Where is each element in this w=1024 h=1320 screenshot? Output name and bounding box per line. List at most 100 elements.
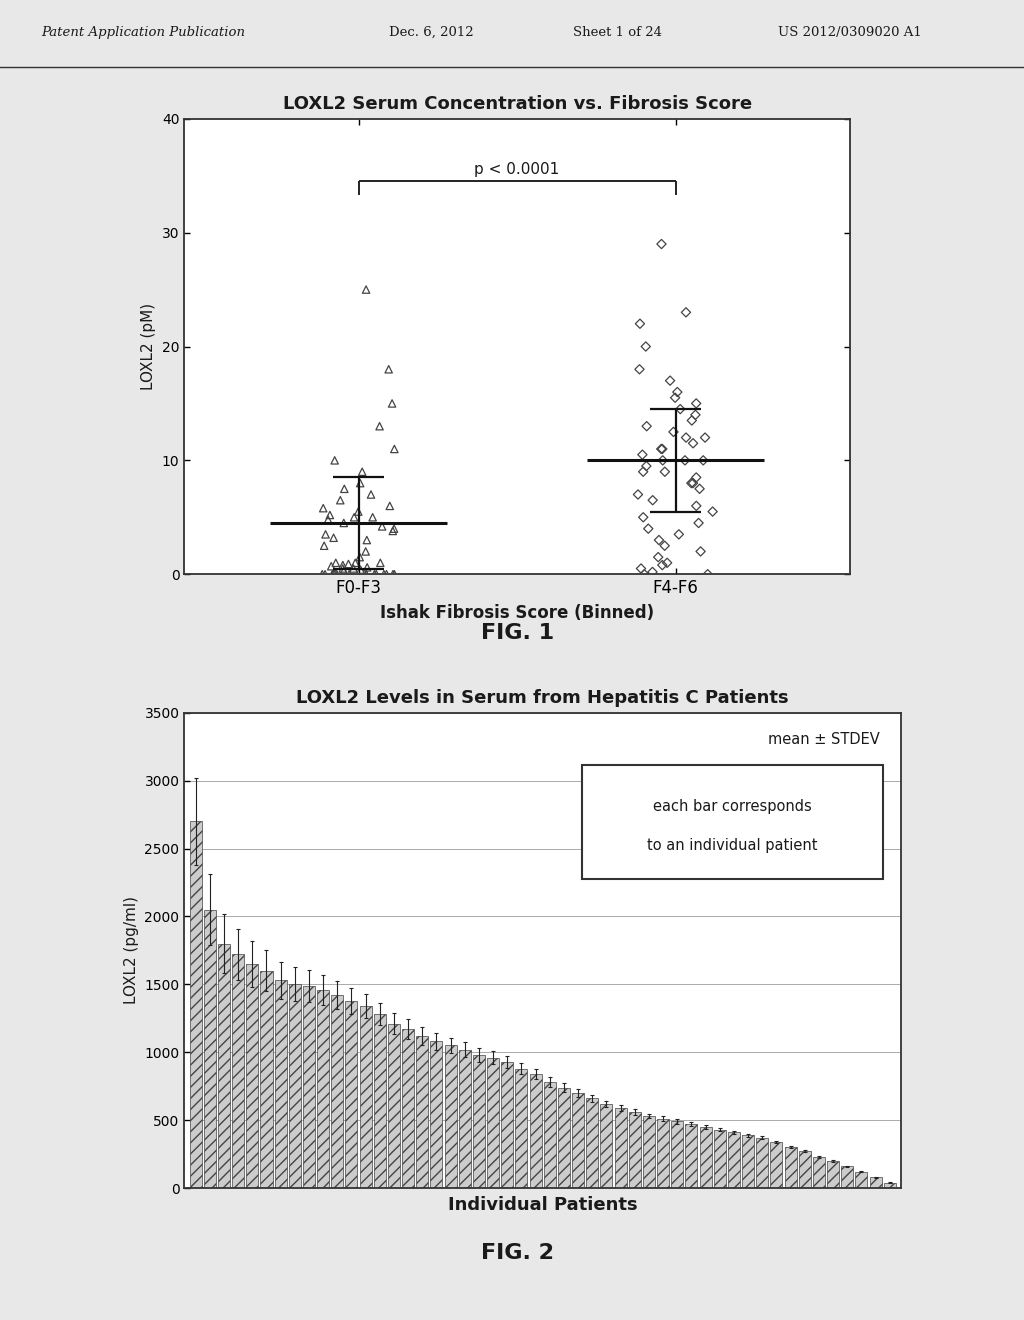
- Bar: [757, 1138, 768, 1188]
- Point: [653, 438, 670, 459]
- Bar: [672, 1122, 683, 1188]
- Bar: [289, 985, 301, 1188]
- Text: Dec. 6, 2012: Dec. 6, 2012: [389, 26, 474, 40]
- Point: [358, 564, 375, 585]
- Point: [644, 561, 660, 582]
- Bar: [218, 944, 230, 1188]
- Bar: [345, 1001, 357, 1188]
- Text: to an individual patient: to an individual patient: [647, 838, 818, 853]
- Bar: [699, 1127, 712, 1188]
- Bar: [629, 1111, 641, 1188]
- Point: [316, 535, 333, 556]
- Point: [692, 541, 709, 562]
- Point: [695, 450, 712, 471]
- Point: [636, 564, 652, 585]
- Bar: [657, 1119, 669, 1188]
- Bar: [813, 1156, 825, 1188]
- Point: [653, 234, 670, 255]
- Point: [336, 560, 352, 581]
- Bar: [529, 1074, 542, 1188]
- Point: [705, 502, 721, 523]
- Point: [368, 564, 384, 585]
- Bar: [317, 990, 329, 1188]
- Point: [329, 564, 345, 585]
- Bar: [374, 1014, 386, 1188]
- Bar: [473, 1055, 485, 1188]
- Text: Sheet 1 of 24: Sheet 1 of 24: [573, 26, 663, 40]
- Bar: [204, 909, 216, 1188]
- Point: [327, 561, 343, 582]
- Bar: [784, 1147, 797, 1188]
- Point: [376, 564, 392, 585]
- Bar: [600, 1104, 612, 1188]
- Point: [658, 552, 675, 573]
- Point: [314, 564, 331, 585]
- Bar: [842, 1167, 853, 1188]
- Point: [382, 495, 398, 516]
- Bar: [544, 1082, 556, 1188]
- Text: FIG. 2: FIG. 2: [480, 1243, 554, 1263]
- Point: [358, 564, 375, 585]
- Bar: [430, 1041, 442, 1188]
- Bar: [459, 1049, 471, 1188]
- Point: [690, 512, 707, 533]
- Point: [635, 461, 651, 482]
- Point: [336, 478, 352, 499]
- Text: each bar corresponds: each bar corresponds: [653, 799, 812, 814]
- Bar: [359, 1006, 372, 1188]
- Point: [357, 541, 374, 562]
- Point: [654, 450, 671, 471]
- Bar: [614, 1107, 627, 1188]
- Point: [317, 524, 334, 545]
- Point: [671, 524, 687, 545]
- Point: [662, 370, 678, 391]
- X-axis label: Ishak Fibrosis Score (Binned): Ishak Fibrosis Score (Binned): [380, 605, 654, 622]
- Point: [335, 554, 351, 576]
- Bar: [770, 1142, 782, 1188]
- Bar: [487, 1057, 499, 1188]
- Point: [650, 529, 667, 550]
- Point: [354, 461, 371, 482]
- Point: [381, 359, 397, 380]
- Point: [634, 444, 650, 465]
- Point: [340, 553, 356, 574]
- Point: [365, 507, 381, 528]
- Point: [336, 512, 352, 533]
- Point: [635, 507, 651, 528]
- Point: [378, 564, 394, 585]
- Bar: [643, 1115, 655, 1188]
- Point: [669, 381, 685, 403]
- Point: [358, 279, 375, 300]
- Point: [315, 498, 332, 519]
- Point: [325, 564, 341, 585]
- Bar: [869, 1177, 882, 1188]
- Point: [372, 416, 388, 437]
- Point: [352, 473, 369, 494]
- Point: [644, 490, 660, 511]
- Bar: [417, 1036, 428, 1188]
- Point: [386, 438, 402, 459]
- Bar: [232, 954, 244, 1188]
- Bar: [799, 1151, 811, 1188]
- Point: [323, 556, 339, 577]
- Text: FIG. 1: FIG. 1: [480, 623, 554, 643]
- Point: [345, 558, 361, 579]
- Point: [362, 484, 379, 506]
- Bar: [714, 1130, 726, 1188]
- Point: [359, 557, 376, 578]
- Bar: [502, 1061, 513, 1188]
- Point: [678, 428, 694, 449]
- Bar: [587, 1098, 598, 1188]
- X-axis label: Individual Patients: Individual Patients: [447, 1196, 638, 1214]
- Y-axis label: LOXL2 (pg/ml): LOXL2 (pg/ml): [124, 896, 139, 1005]
- Bar: [274, 981, 287, 1188]
- Bar: [260, 970, 272, 1188]
- Point: [326, 527, 342, 548]
- Point: [656, 535, 673, 556]
- FancyBboxPatch shape: [582, 766, 883, 879]
- Point: [372, 552, 388, 573]
- Point: [678, 302, 694, 323]
- Point: [335, 558, 351, 579]
- Point: [677, 450, 693, 471]
- Point: [351, 546, 368, 568]
